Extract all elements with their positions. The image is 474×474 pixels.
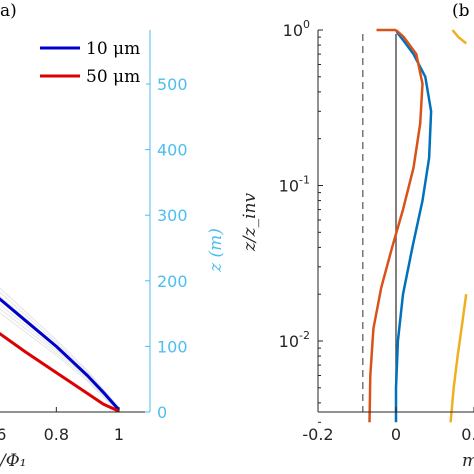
y-ticks-b: 100 10-1 10-2 [279,18,323,423]
x-axis-label-a: /Φ₁ [0,451,26,471]
x-ticks-b: -0.2 0 0.2 [302,407,474,444]
y-tick-label: 100 [157,337,188,356]
y-tick-label: 0 [157,403,167,422]
background-trace [0,295,120,410]
y-axis-label-b-text: z/z_inv [240,193,260,253]
background-trace [0,299,120,411]
background-trace [0,308,120,413]
panel-a-label: a) [0,1,17,21]
y-tick-label: 100 [283,18,310,40]
panel-b: (b -0.2 0 0.2 100 10-1 10-2 z/z_inv m [240,1,474,471]
y-tick-label: 400 [157,141,188,160]
series-line-10um [0,297,121,411]
legend-label-50um: 50 μm [86,67,140,87]
x-tick-label: 1 [114,425,124,444]
x-axis-label-b: m [462,451,474,471]
background-trace [0,303,120,412]
x-ticks-a: 0.6 0.8 1 [0,407,124,444]
y-tick-label: 300 [157,206,188,225]
series-group-b [368,28,468,423]
y-tick-label: 10-2 [279,329,310,351]
series-group-a [0,297,121,413]
y-ticks-right-a: 0 100 200 300 400 500 [145,75,188,422]
x-tick-label: 0 [391,425,401,444]
legend-a: 10 μm 50 μm [6,33,146,96]
series-line-2 [368,29,424,423]
y-tick-label: 10-1 [279,174,310,196]
series-line-3 [449,294,468,423]
background-trace [0,291,120,409]
panel-b-label: (b [452,1,470,21]
series-line-1 [394,29,433,423]
legend-label-10um: 10 μm [86,39,140,59]
x-tick-label: 0.8 [44,425,69,444]
legend-box [6,33,146,96]
x-tick-label: 0.2 [461,425,474,444]
y-axis-label-right-a: z (m) [206,228,226,273]
background-trace [0,312,120,413]
y-tick-label: 500 [157,75,188,94]
background-trace [0,287,120,408]
y-axis-label-b: z/z_inv [240,193,260,253]
x-tick-label: -0.2 [302,425,333,444]
series-line-4 [451,29,467,45]
reference-lines-b [362,34,397,412]
y-tick-label: 200 [157,272,188,291]
x-tick-label: 0.6 [0,425,6,444]
panel-a: a) 0.6 0.8 1 0 100 200 300 400 500 /Φ₁ z (m) 10… [0,1,226,471]
series-line-50um [0,331,120,413]
